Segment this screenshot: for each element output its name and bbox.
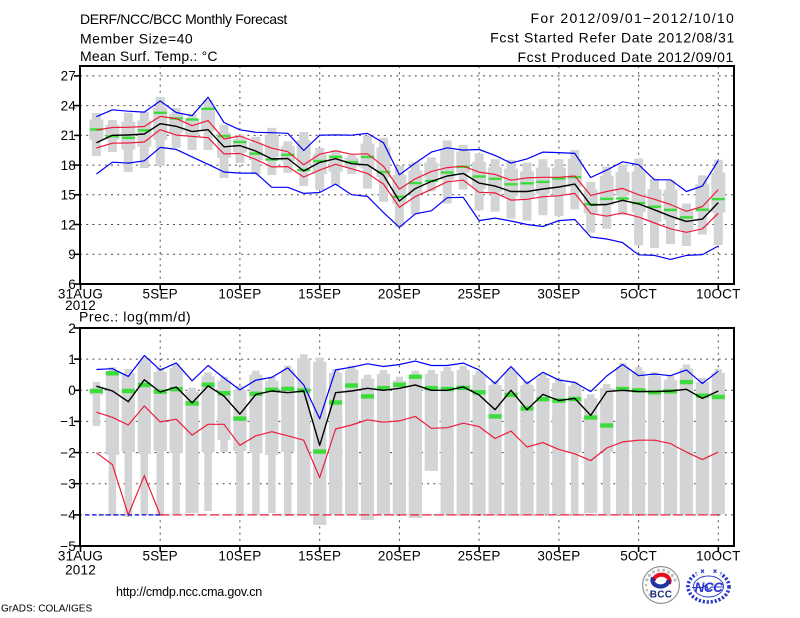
svg-text:Fcst Started Refer Date 2012/0: Fcst Started Refer Date 2012/08/31	[490, 30, 735, 46]
svg-text:5OCT: 5OCT	[620, 549, 657, 564]
svg-text:0: 0	[68, 383, 76, 398]
svg-text:6: 6	[68, 277, 76, 292]
svg-text:31AUG: 31AUG	[58, 287, 103, 302]
svg-text:10SEP: 10SEP	[218, 549, 261, 564]
svg-text:25SEP: 25SEP	[458, 549, 501, 564]
svg-text:Member Size=40: Member Size=40	[80, 31, 193, 47]
svg-text:For 2012/09/01−2012/10/10: For 2012/09/01−2012/10/10	[531, 10, 735, 26]
svg-text:GrADS: COLA/IGES: GrADS: COLA/IGES	[1, 604, 92, 615]
svg-text:Fcst Produced Date 2012/09/01: Fcst Produced Date 2012/09/01	[517, 49, 734, 65]
svg-text:20SEP: 20SEP	[378, 549, 421, 564]
svg-text:15SEP: 15SEP	[298, 549, 341, 564]
svg-text:25SEP: 25SEP	[458, 287, 501, 302]
svg-text:10SEP: 10SEP	[218, 287, 261, 302]
svg-text:30SEP: 30SEP	[537, 549, 580, 564]
svg-text:−5: −5	[60, 539, 76, 554]
svg-text:15SEP: 15SEP	[298, 287, 341, 302]
svg-text:20SEP: 20SEP	[378, 287, 421, 302]
svg-text:Prec.: log(mm/d): Prec.: log(mm/d)	[79, 309, 191, 325]
svg-text:30SEP: 30SEP	[537, 287, 580, 302]
svg-text:31AUG: 31AUG	[58, 549, 103, 564]
svg-text:10OCT: 10OCT	[696, 287, 741, 302]
svg-text:−3: −3	[60, 477, 76, 492]
svg-text:http://cmdp.ncc.cma.gov.cn: http://cmdp.ncc.cma.gov.cn	[116, 585, 262, 599]
svg-text:−1: −1	[60, 414, 76, 429]
svg-text:2012: 2012	[65, 298, 96, 313]
svg-text:BCC: BCC	[650, 590, 673, 601]
svg-text:Mean Surf. Temp.: °C: Mean Surf. Temp.: °C	[80, 48, 218, 64]
svg-text:18: 18	[61, 158, 76, 173]
svg-text:2: 2	[68, 321, 76, 336]
svg-text:15: 15	[61, 188, 76, 203]
svg-text:NCC: NCC	[695, 580, 723, 595]
svg-text:10OCT: 10OCT	[696, 549, 741, 564]
svg-text:12: 12	[61, 217, 76, 232]
svg-text:24: 24	[61, 98, 77, 113]
svg-text:DERF/NCC/BCC Monthly Forecast: DERF/NCC/BCC Monthly Forecast	[80, 11, 287, 27]
svg-text:9: 9	[68, 247, 76, 262]
svg-text:−2: −2	[60, 445, 76, 460]
svg-text:2012: 2012	[65, 563, 96, 578]
svg-text:5SEP: 5SEP	[143, 549, 178, 564]
svg-text:1: 1	[68, 352, 76, 367]
svg-text:5OCT: 5OCT	[620, 287, 657, 302]
svg-text:5SEP: 5SEP	[143, 287, 178, 302]
svg-text:21: 21	[61, 128, 76, 143]
svg-text:−4: −4	[60, 508, 76, 523]
svg-text:27: 27	[61, 69, 76, 84]
